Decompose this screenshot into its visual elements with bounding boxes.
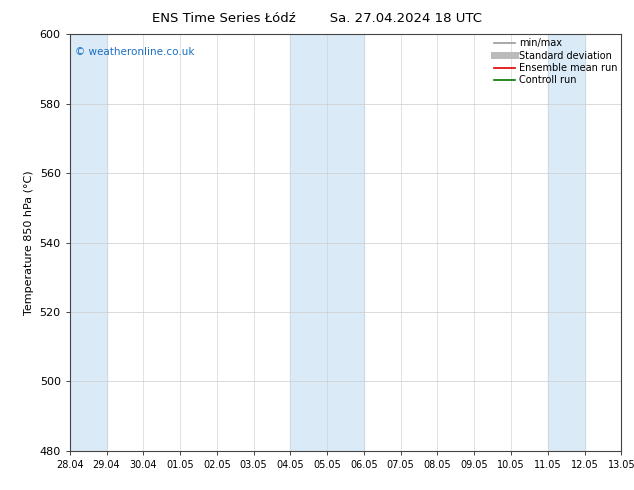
Text: ENS Time Series Łódź        Sa. 27.04.2024 18 UTC: ENS Time Series Łódź Sa. 27.04.2024 18 U… [152,12,482,25]
Bar [290,34,364,451]
Bar [548,34,585,451]
Legend: min/max, Standard deviation, Ensemble mean run, Controll run: min/max, Standard deviation, Ensemble me… [492,36,619,87]
Bar [70,34,107,451]
Text: © weatheronline.co.uk: © weatheronline.co.uk [75,47,195,57]
Y-axis label: Temperature 850 hPa (°C): Temperature 850 hPa (°C) [24,170,34,315]
